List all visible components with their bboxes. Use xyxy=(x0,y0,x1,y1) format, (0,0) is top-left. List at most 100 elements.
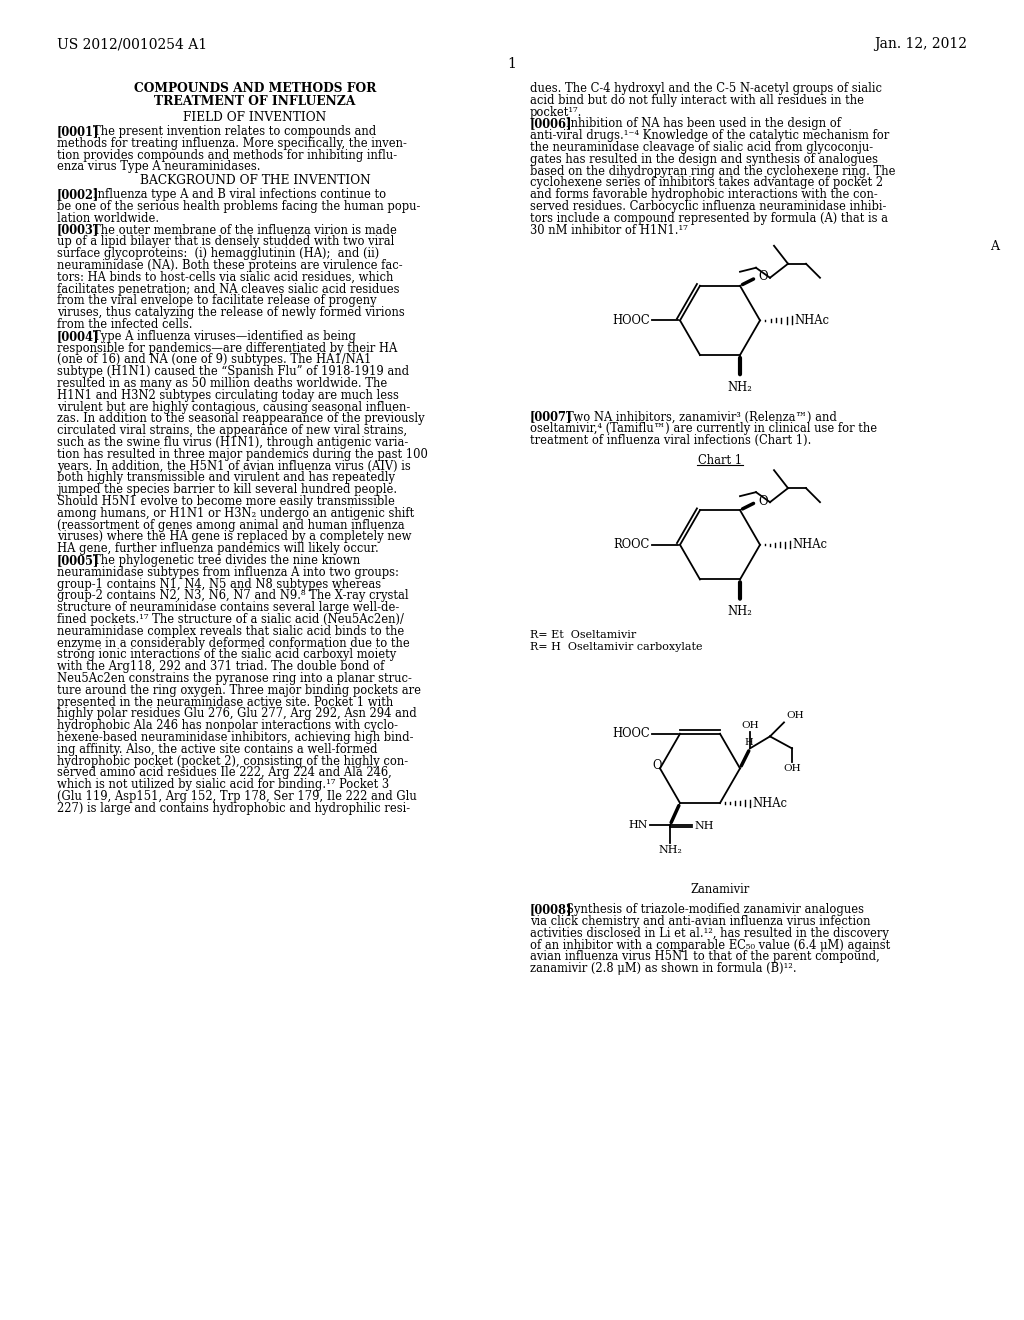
Text: Neu5Ac2en constrains the pyranose ring into a planar struc-: Neu5Ac2en constrains the pyranose ring i… xyxy=(57,672,412,685)
Text: [0002]: [0002] xyxy=(57,189,99,201)
Text: US 2012/0010254 A1: US 2012/0010254 A1 xyxy=(57,37,207,51)
Text: jumped the species barrier to kill several hundred people.: jumped the species barrier to kill sever… xyxy=(57,483,397,496)
Text: zas. In addition to the seasonal reappearance of the previously: zas. In addition to the seasonal reappea… xyxy=(57,412,425,425)
Text: BACKGROUND OF THE INVENTION: BACKGROUND OF THE INVENTION xyxy=(139,174,371,187)
Text: viruses, thus catalyzing the release of newly formed virions: viruses, thus catalyzing the release of … xyxy=(57,306,404,319)
Text: 1: 1 xyxy=(508,57,516,71)
Text: highly polar residues Glu 276, Glu 277, Arg 292, Asn 294 and: highly polar residues Glu 276, Glu 277, … xyxy=(57,708,417,721)
Text: TREATMENT OF INFLUENZA: TREATMENT OF INFLUENZA xyxy=(155,95,355,108)
Text: The present invention relates to compounds and: The present invention relates to compoun… xyxy=(93,125,376,139)
Text: HOOC: HOOC xyxy=(612,727,650,741)
Text: NH₂: NH₂ xyxy=(728,606,753,619)
Text: H: H xyxy=(744,738,753,747)
Text: surface glycoproteins:  (i) hemagglutinin (HA);  and (ii): surface glycoproteins: (i) hemagglutinin… xyxy=(57,247,379,260)
Text: neuraminidase complex reveals that sialic acid binds to the: neuraminidase complex reveals that siali… xyxy=(57,624,404,638)
Text: HA gene, further influenza pandemics will likely occur.: HA gene, further influenza pandemics wil… xyxy=(57,543,379,556)
Text: O: O xyxy=(758,271,768,284)
Text: R= H  Oseltamivir carboxylate: R= H Oseltamivir carboxylate xyxy=(530,642,702,652)
Text: NH: NH xyxy=(694,821,714,832)
Text: Inhibition of NA has been used in the design of: Inhibition of NA has been used in the de… xyxy=(566,117,841,131)
Text: [0003]: [0003] xyxy=(57,223,99,236)
Text: years. In addition, the H5N1 of avian influenza virus (AIV) is: years. In addition, the H5N1 of avian in… xyxy=(57,459,411,473)
Text: hydrophobic Ala 246 has nonpolar interactions with cyclo-: hydrophobic Ala 246 has nonpolar interac… xyxy=(57,719,398,733)
Text: (one of 16) and NA (one of 9) subtypes. The HA1/NA1: (one of 16) and NA (one of 9) subtypes. … xyxy=(57,354,372,367)
Text: served residues. Carbocyclic influenza neuraminidase inhibi-: served residues. Carbocyclic influenza n… xyxy=(530,201,887,213)
Text: strong ionic interactions of the sialic acid carboxyl moiety: strong ionic interactions of the sialic … xyxy=(57,648,396,661)
Text: via click chemistry and anti-avian influenza virus infection: via click chemistry and anti-avian influ… xyxy=(530,915,870,928)
Text: anti-viral drugs.¹⁻⁴ Knowledge of the catalytic mechanism for: anti-viral drugs.¹⁻⁴ Knowledge of the ca… xyxy=(530,129,889,143)
Text: HN: HN xyxy=(629,820,648,830)
Text: hexene-based neuraminidase inhibitors, achieving high bind-: hexene-based neuraminidase inhibitors, a… xyxy=(57,731,414,744)
Text: 227) is large and contains hydrophobic and hydrophilic resi-: 227) is large and contains hydrophobic a… xyxy=(57,801,411,814)
Text: up of a lipid bilayer that is densely studded with two viral: up of a lipid bilayer that is densely st… xyxy=(57,235,394,248)
Text: from the infected cells.: from the infected cells. xyxy=(57,318,193,331)
Text: Jan. 12, 2012: Jan. 12, 2012 xyxy=(874,37,967,51)
Text: circulated viral strains, the appearance of new viral strains,: circulated viral strains, the appearance… xyxy=(57,424,408,437)
Text: tion provides compounds and methods for inhibiting influ-: tion provides compounds and methods for … xyxy=(57,149,397,161)
Text: virulent but are highly contagious, causing seasonal influen-: virulent but are highly contagious, caus… xyxy=(57,400,411,413)
Text: such as the swine flu virus (H1N1), through antigenic varia-: such as the swine flu virus (H1N1), thro… xyxy=(57,436,409,449)
Text: and forms favorable hydrophobic interactions with the con-: and forms favorable hydrophobic interact… xyxy=(530,189,878,201)
Text: viruses) where the HA gene is replaced by a completely new: viruses) where the HA gene is replaced b… xyxy=(57,531,412,544)
Text: pocket¹⁷.: pocket¹⁷. xyxy=(530,106,583,119)
Text: enzyme in a considerably deformed conformation due to the: enzyme in a considerably deformed confor… xyxy=(57,636,410,649)
Text: (reassortment of genes among animal and human influenza: (reassortment of genes among animal and … xyxy=(57,519,404,532)
Text: based on the dihydropyran ring and the cyclohexene ring. The: based on the dihydropyran ring and the c… xyxy=(530,165,896,178)
Text: O: O xyxy=(758,495,768,508)
Text: zanamivir (2.8 μM) as shown in formula (B)¹².: zanamivir (2.8 μM) as shown in formula (… xyxy=(530,962,797,975)
Text: hydrophobic pocket (pocket 2), consisting of the highly con-: hydrophobic pocket (pocket 2), consistin… xyxy=(57,755,409,768)
Text: the neuraminidase cleavage of sialic acid from glycoconju-: the neuraminidase cleavage of sialic aci… xyxy=(530,141,873,154)
Text: [0006]: [0006] xyxy=(530,117,572,131)
Text: subtype (H1N1) caused the “Spanish Flu” of 1918-1919 and: subtype (H1N1) caused the “Spanish Flu” … xyxy=(57,366,410,379)
Text: NH₂: NH₂ xyxy=(658,845,682,855)
Text: Zanamivir: Zanamivir xyxy=(690,883,750,896)
Text: gates has resulted in the design and synthesis of analogues: gates has resulted in the design and syn… xyxy=(530,153,878,166)
Text: Chart 1: Chart 1 xyxy=(698,454,742,467)
Text: both highly transmissible and virulent and has repeatedly: both highly transmissible and virulent a… xyxy=(57,471,395,484)
Text: [0008]: [0008] xyxy=(530,903,572,916)
Text: Synthesis of triazole-modified zanamivir analogues: Synthesis of triazole-modified zanamivir… xyxy=(566,903,864,916)
Text: be one of the serious health problems facing the human popu-: be one of the serious health problems fa… xyxy=(57,201,421,213)
Text: [0005]: [0005] xyxy=(57,554,99,568)
Text: of an inhibitor with a comparable EC₅₀ value (6.4 μM) against: of an inhibitor with a comparable EC₅₀ v… xyxy=(530,939,890,952)
Text: activities disclosed in Li et al.¹², has resulted in the discovery: activities disclosed in Li et al.¹², has… xyxy=(530,927,889,940)
Text: facilitates penetration; and NA cleaves sialic acid residues: facilitates penetration; and NA cleaves … xyxy=(57,282,399,296)
Text: tors: HA binds to host-cells via sialic acid residues, which: tors: HA binds to host-cells via sialic … xyxy=(57,271,393,284)
Text: with the Arg118, 292 and 371 triad. The double bond of: with the Arg118, 292 and 371 triad. The … xyxy=(57,660,384,673)
Text: [0001]: [0001] xyxy=(57,125,99,139)
Text: ing affinity. Also, the active site contains a well-formed: ing affinity. Also, the active site cont… xyxy=(57,743,378,756)
Text: HOOC: HOOC xyxy=(612,314,650,327)
Text: methods for treating influenza. More specifically, the inven-: methods for treating influenza. More spe… xyxy=(57,137,407,149)
Text: NHAc: NHAc xyxy=(794,314,829,327)
Text: tion has resulted in three major pandemics during the past 100: tion has resulted in three major pandemi… xyxy=(57,447,428,461)
Text: [0004]: [0004] xyxy=(57,330,99,343)
Text: COMPOUNDS AND METHODS FOR: COMPOUNDS AND METHODS FOR xyxy=(134,82,376,95)
Text: group-2 contains N2, N3, N6, N7 and N9.⁸ The X-ray crystal: group-2 contains N2, N3, N6, N7 and N9.⁸… xyxy=(57,590,409,602)
Text: group-1 contains N1, N4, N5 and N8 subtypes whereas: group-1 contains N1, N4, N5 and N8 subty… xyxy=(57,578,381,590)
Text: R= Et  Oseltamivir: R= Et Oseltamivir xyxy=(530,630,636,640)
Text: oseltamivir,⁴ (Tamiflu™) are currently in clinical use for the: oseltamivir,⁴ (Tamiflu™) are currently i… xyxy=(530,422,878,436)
Text: served amino acid residues Ile 222, Arg 224 and Ala 246,: served amino acid residues Ile 222, Arg … xyxy=(57,767,392,779)
Text: FIELD OF INVENTION: FIELD OF INVENTION xyxy=(183,111,327,124)
Text: enza virus Type A neuraminidases.: enza virus Type A neuraminidases. xyxy=(57,161,260,173)
Text: OH: OH xyxy=(783,764,801,774)
Text: (Glu 119, Asp151, Arg 152, Trp 178, Ser 179, Ile 222 and Glu: (Glu 119, Asp151, Arg 152, Trp 178, Ser … xyxy=(57,789,417,803)
Text: O: O xyxy=(652,759,662,772)
Text: presented in the neuraminidase active site. Pocket 1 with: presented in the neuraminidase active si… xyxy=(57,696,393,709)
Text: Influenza type A and B viral infections continue to: Influenza type A and B viral infections … xyxy=(93,189,386,201)
Text: The phylogenetic tree divides the nine known: The phylogenetic tree divides the nine k… xyxy=(93,554,360,568)
Text: among humans, or H1N1 or H3N₂ undergo an antigenic shift: among humans, or H1N1 or H3N₂ undergo an… xyxy=(57,507,415,520)
Text: Should H5N1 evolve to become more easily transmissible: Should H5N1 evolve to become more easily… xyxy=(57,495,395,508)
Text: from the viral envelope to facilitate release of progeny: from the viral envelope to facilitate re… xyxy=(57,294,377,308)
Text: A: A xyxy=(990,240,999,253)
Text: neuraminidase subtypes from influenza A into two groups:: neuraminidase subtypes from influenza A … xyxy=(57,566,399,578)
Text: fined pockets.¹⁷ The structure of a sialic acid (Neu5Ac2en)/: fined pockets.¹⁷ The structure of a sial… xyxy=(57,612,403,626)
Text: Two NA inhibitors, zanamivir³ (Relenza™) and: Two NA inhibitors, zanamivir³ (Relenza™)… xyxy=(566,411,837,424)
Text: [0007]: [0007] xyxy=(530,411,572,424)
Text: OH: OH xyxy=(786,711,804,721)
Text: dues. The C-4 hydroxyl and the C-5 N-acetyl groups of sialic: dues. The C-4 hydroxyl and the C-5 N-ace… xyxy=(530,82,882,95)
Text: neuraminidase (NA). Both these proteins are virulence fac-: neuraminidase (NA). Both these proteins … xyxy=(57,259,402,272)
Text: NH₂: NH₂ xyxy=(728,381,753,395)
Text: NHAc: NHAc xyxy=(752,796,787,809)
Text: 30 nM inhibitor of H1N1.¹⁷: 30 nM inhibitor of H1N1.¹⁷ xyxy=(530,223,688,236)
